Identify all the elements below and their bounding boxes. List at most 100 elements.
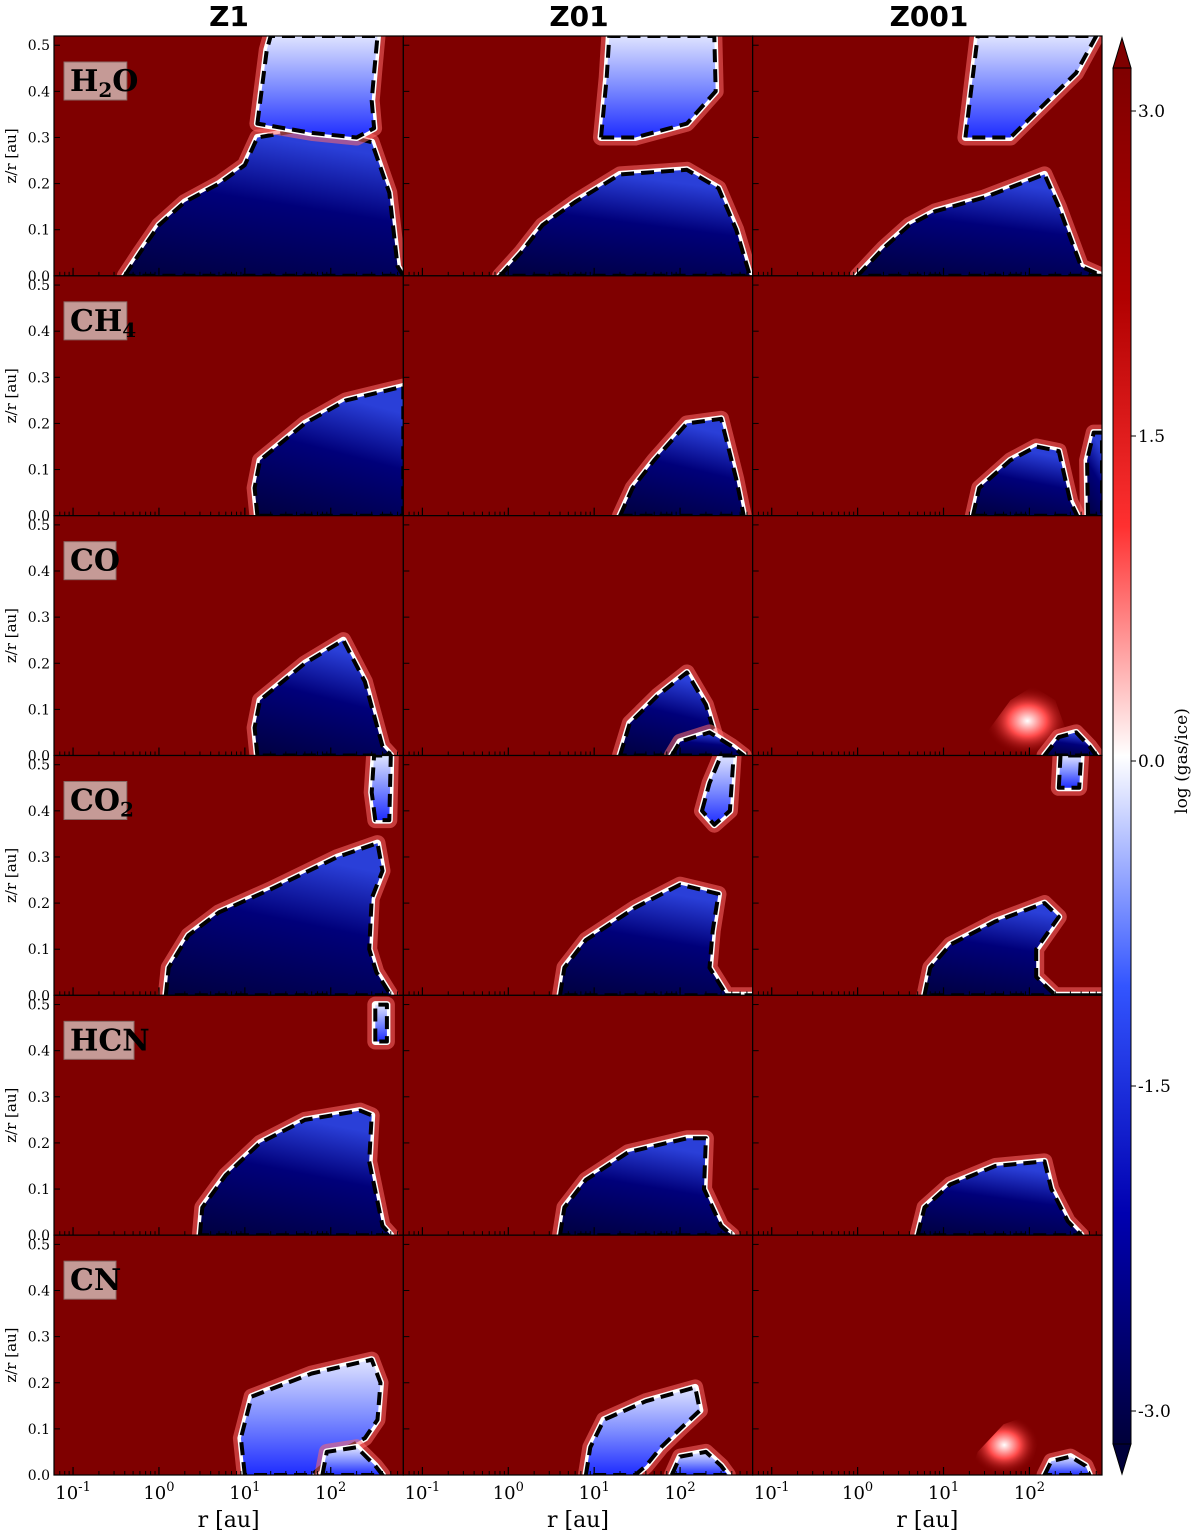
gas-ice-boundary-contour [558,1136,734,1236]
gas-ice-boundary-contour [373,1002,389,1044]
x-tick-label: 100 [842,1480,873,1504]
y-tick-label: 0.4 [28,1284,50,1300]
gas-ice-boundary-contour [1085,430,1103,516]
ice-dominated-region [585,1387,700,1475]
ice-dominated-region [857,174,1102,276]
ice-dominated-region [560,884,753,996]
y-tick-label: 0.2 [28,1376,50,1392]
y-tick-label: 0.1 [28,1182,50,1198]
y-axis-label: z/r [au] [2,1088,20,1143]
y-tick-label: 0.0 [28,509,50,525]
species-label-box [63,301,128,341]
gas-ice-boundary-contour [1056,755,1084,790]
y-tick-label: 0.1 [28,702,50,718]
gas-ice-boundary-contour [1042,1454,1092,1475]
x-tick-label: 101 [579,1480,610,1504]
y-axis-label: z/r [au] [2,608,20,663]
panel-r4-c2 [752,994,1103,1236]
panel-background [403,1235,753,1475]
panel-r2-c0: CO 0.0 0.1 0.2 0.3 0.4 0.5 [28,515,404,765]
gas-ice-boundary-contour [963,36,1099,140]
x-tick-label: 100 [493,1480,524,1504]
ice-dominated-region [165,843,391,996]
y-tick-label: 0.3 [28,370,50,386]
colorbar-min-arrow [1112,1443,1132,1476]
y-tick-label: 0.2 [28,416,50,432]
gas-ice-boundary-contour [255,36,380,140]
y-tick-label: 0.3 [28,1090,50,1106]
y-tick-label: 0.3 [28,130,50,146]
y-tick-label: 0.1 [28,223,50,239]
y-tick-label: 0.2 [28,177,50,193]
y-tick-label: 0.0 [28,1468,50,1484]
x-tick-label: 102 [664,1480,695,1504]
ice-dominated-region [671,732,744,756]
ice-dominated-region [965,36,1097,138]
panel-r2-c2 [752,515,1103,757]
y-tick-label: 0.0 [28,988,50,1004]
ice-dominated-region [1044,1456,1090,1475]
y-tick-label: 0.4 [28,324,50,340]
panel-r0-c0: H2O 0.0 0.1 0.2 0.3 0.4 0.5 [28,35,404,285]
ice-dominated-region [254,386,404,516]
gas-ice-boundary-contour [320,1445,385,1475]
x-tick-label: 101 [928,1480,959,1504]
y-tick-label: 0.1 [28,942,50,958]
panel-r5-c0: CN 0.0 0.1 0.2 0.3 0.4 0.5 [28,1234,404,1484]
y-axis-label: z/r [au] [2,848,20,903]
panel-r2-c1 [402,515,754,757]
colorbar-tick-label: -3.0 [1138,1402,1171,1422]
y-tick-label: 0.5 [28,38,50,54]
panel-r5-c1 [402,1234,754,1476]
ice-dominated-region [702,755,734,825]
colorbar-label: log (gas/ice) [1172,708,1192,814]
y-tick-label: 0.5 [28,758,50,774]
y-tick-label: 0.3 [28,1330,50,1346]
species-label: CH4 [70,304,136,342]
y-tick-label: 0.4 [28,804,50,820]
y-tick-label: 0.5 [28,998,50,1014]
ice-dominated-region [500,169,750,276]
ice-dominated-region [1044,732,1097,756]
x-tick-label: 10-1 [55,1480,91,1504]
panel-r1-c1 [402,275,754,517]
gas-ice-boundary-contour [252,638,393,756]
species-label: CO2 [70,784,134,822]
panel-background [752,1235,1102,1475]
panel-r5-c2 [752,1234,1103,1476]
gas-ice-boundary-contour [700,755,736,827]
ice-dominated-region [924,903,1102,996]
y-tick-label: 0.4 [28,564,50,580]
panel-r1-c0: CH4 0.0 0.1 0.2 0.3 0.4 0.5 [28,275,404,525]
y-tick-label: 0.3 [28,850,50,866]
gas-ice-boundary-contour [498,167,752,276]
ice-dominated-region [124,128,404,276]
ice-dominated-region [560,1138,732,1236]
x-tick-label: 102 [315,1480,346,1504]
column-title-z01: Z01 [549,0,609,33]
colorbar-tick-label: -1.5 [1138,1077,1171,1097]
ice-dominated-region [917,1161,1082,1236]
y-axis-label: z/r [au] [2,128,20,183]
x-axis-label: r [au] [547,1508,609,1533]
y-tick-label: 0.0 [28,1228,50,1244]
y-tick-label: 0.4 [28,1044,50,1060]
y-tick-label: 0.5 [28,278,50,294]
ice-dominated-region [601,36,716,138]
species-label: CO [70,544,120,579]
y-tick-label: 0.5 [28,1237,50,1253]
gas-ice-boundary-contour [855,172,1103,276]
y-tick-label: 0.4 [28,84,50,100]
x-axis-label: r [au] [198,1508,260,1533]
x-tick-label: 100 [143,1480,174,1504]
ice-dominated-region [257,36,378,138]
panel-frame [752,1234,1103,1476]
species-label-box [63,781,128,820]
panel-r0-c2 [752,35,1103,277]
species-label: H2O [70,64,138,102]
gas-ice-boundary-contour [618,416,746,516]
panel-r3-c1 [402,754,754,996]
column-title-z001: Z001 [889,0,969,33]
